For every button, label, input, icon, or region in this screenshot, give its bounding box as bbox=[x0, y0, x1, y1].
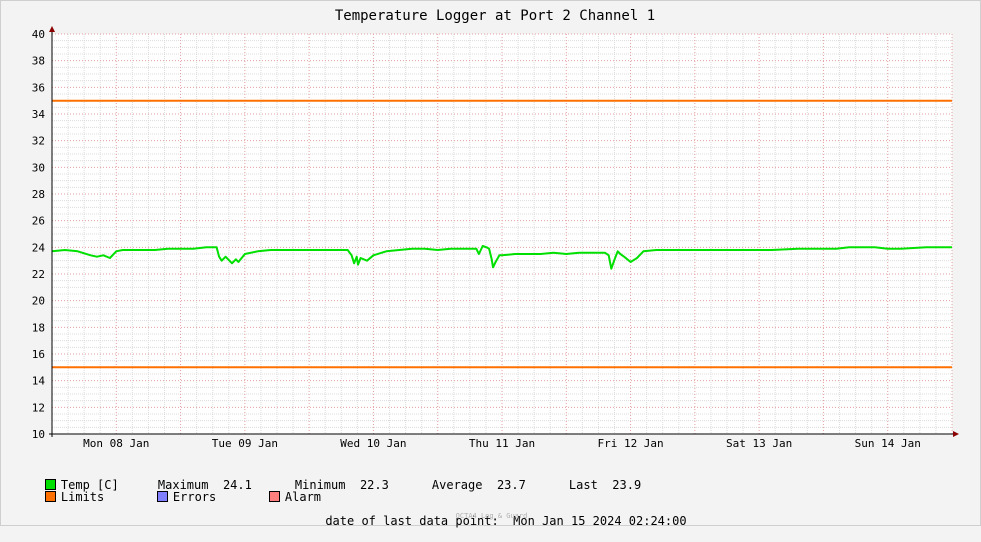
legend-errors-label: Errors bbox=[172, 490, 217, 504]
legend-temp-label: Temp [C] bbox=[60, 478, 119, 492]
legend-average: Average 23.7 bbox=[403, 464, 526, 506]
x-tick-label: Sat 13 Jan bbox=[726, 437, 792, 450]
last-data-point-label: date of last data point: bbox=[325, 514, 499, 528]
legend-last-value: 23.9 bbox=[612, 478, 642, 492]
legend-maximum: Maximum 24.1 bbox=[129, 464, 252, 506]
legend-minimum-label: Minimum bbox=[294, 478, 346, 492]
y-tick-label: 30 bbox=[32, 161, 45, 174]
temperature-series-line bbox=[51, 245, 952, 270]
y-axis-ticks: 10 12 14 16 18 20 22 24 26 28 30 32 34 36 38 40 bbox=[32, 28, 46, 441]
axes bbox=[49, 26, 959, 437]
y-tick-label: 38 bbox=[32, 55, 45, 68]
alarm-swatch bbox=[268, 491, 280, 502]
x-axis-arrow bbox=[953, 431, 959, 437]
legend-maximum-label: Maximum bbox=[157, 478, 209, 492]
x-tick-label: Fri 12 Jan bbox=[597, 437, 663, 450]
y-tick-label: 36 bbox=[32, 81, 45, 94]
legend-last: Last 23.9 bbox=[540, 464, 641, 506]
y-tick-label: 20 bbox=[32, 295, 45, 308]
legend-limits: Limits bbox=[16, 476, 104, 518]
y-tick-label: 12 bbox=[32, 401, 45, 414]
chart-title: Temperature Logger at Port 2 Channel 1 bbox=[335, 8, 655, 24]
y-tick-label: 10 bbox=[32, 428, 45, 441]
legend-alarm: Alarm bbox=[240, 476, 321, 518]
chart-frame: Temperature Logger at Port 2 Channel 1 1… bbox=[0, 0, 981, 528]
temp-swatch bbox=[44, 479, 56, 490]
last-data-point-value: Mon Jan 15 2024 02:24:00 bbox=[513, 514, 687, 528]
y-axis-arrow bbox=[49, 26, 55, 32]
legend-minimum-value: 22.3 bbox=[359, 478, 389, 492]
legend-last-label: Last bbox=[568, 478, 598, 492]
last-data-point: date of last data point: Mon Jan 15 2024… bbox=[1, 500, 981, 542]
x-axis-ticks: Mon 08 Jan Tue 09 Jan Wed 10 Jan Thu 11 Jan… bbox=[83, 437, 921, 450]
legend-row-1: Temp [C] bbox=[16, 464, 119, 506]
errors-swatch bbox=[156, 491, 168, 502]
x-tick-label: Tue 09 Jan bbox=[212, 437, 278, 450]
series-layer bbox=[51, 99, 952, 369]
x-tick-label: Thu 11 Jan bbox=[469, 437, 535, 450]
legend-maximum-value: 24.1 bbox=[222, 478, 252, 492]
y-tick-label: 28 bbox=[32, 188, 45, 201]
x-tick-label: Sun 14 Jan bbox=[855, 437, 921, 450]
y-tick-label: 26 bbox=[32, 215, 45, 228]
y-tick-label: 16 bbox=[32, 348, 45, 361]
y-tick-label: 14 bbox=[32, 375, 46, 388]
legend-average-label: Average bbox=[431, 478, 483, 492]
watermark: OCTA4 Log & Guard bbox=[455, 512, 528, 520]
y-tick-label: 34 bbox=[32, 108, 46, 121]
x-tick-label: Mon 08 Jan bbox=[83, 437, 149, 450]
x-tick-label: Wed 10 Jan bbox=[340, 437, 406, 450]
y-tick-label: 32 bbox=[32, 135, 45, 148]
legend-errors: Errors bbox=[128, 476, 216, 518]
legend-limits-label: Limits bbox=[60, 490, 105, 504]
chart: Temperature Logger at Port 2 Channel 1 1… bbox=[32, 8, 959, 450]
limits-swatch bbox=[44, 491, 56, 502]
y-tick-label: 24 bbox=[32, 241, 46, 254]
y-tick-label: 40 bbox=[32, 28, 45, 41]
legend-minimum: Minimum 22.3 bbox=[266, 464, 389, 506]
legend-alarm-label: Alarm bbox=[284, 490, 322, 504]
y-tick-label: 18 bbox=[32, 321, 45, 334]
y-tick-label: 22 bbox=[32, 268, 45, 281]
legend-average-value: 23.7 bbox=[496, 478, 526, 492]
